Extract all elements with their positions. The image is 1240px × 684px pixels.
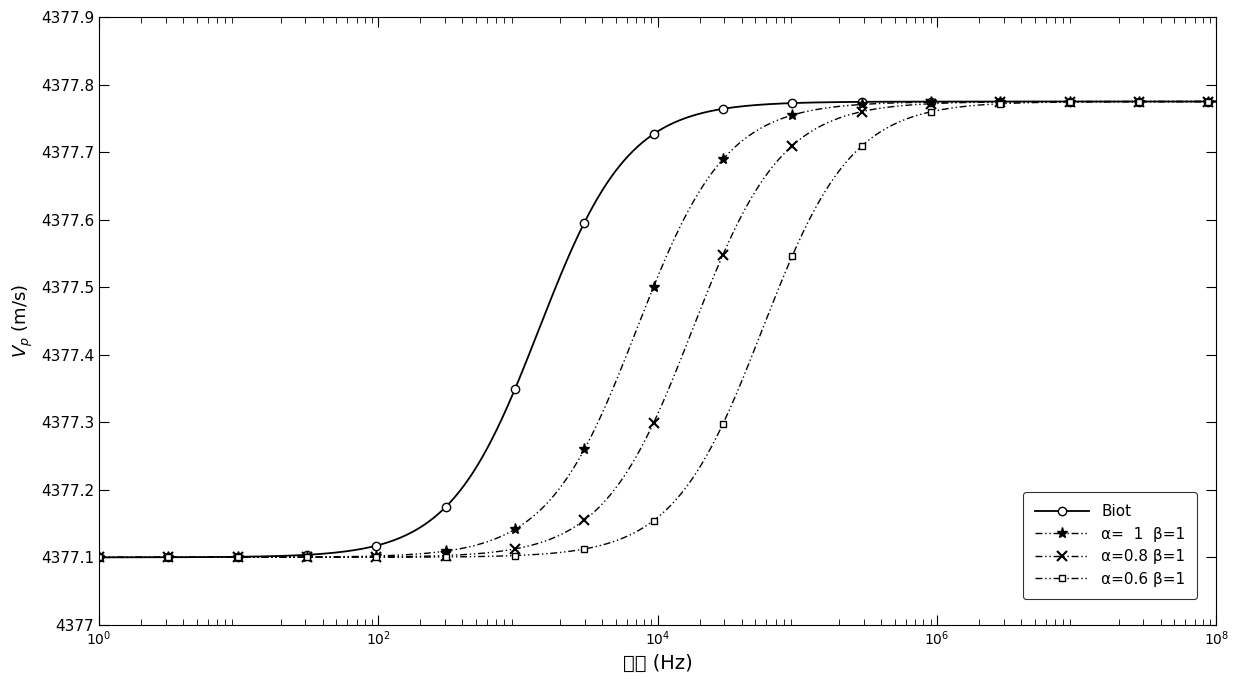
α=0.8 β=1 <box>1209 97 1224 105</box>
Biot <box>92 553 107 562</box>
Line: α=0.6 β=1: α=0.6 β=1 <box>95 98 1220 561</box>
α=0.8 β=1 <box>92 553 107 562</box>
α=  1  β=1 <box>206 553 221 562</box>
Biot <box>1209 97 1224 105</box>
α=  1  β=1 <box>859 100 874 108</box>
Y-axis label: $V_p$ (m/s): $V_p$ (m/s) <box>11 284 35 358</box>
Biot <box>983 97 998 105</box>
Biot <box>859 98 874 106</box>
α=0.6 β=1 <box>1209 97 1224 105</box>
α=0.6 β=1 <box>543 549 558 557</box>
α=0.6 β=1 <box>584 544 599 552</box>
α=0.8 β=1 <box>859 107 874 115</box>
α=0.8 β=1 <box>206 553 221 562</box>
Biot <box>584 206 599 214</box>
Legend: Biot, α=  1  β=1, α=0.8 β=1, α=0.6 β=1: Biot, α= 1 β=1, α=0.8 β=1, α=0.6 β=1 <box>1023 492 1198 599</box>
α=  1  β=1 <box>983 98 998 106</box>
α=0.6 β=1 <box>206 553 221 562</box>
α=0.8 β=1 <box>584 510 599 518</box>
Line: Biot: Biot <box>94 97 1220 562</box>
α=  1  β=1 <box>584 432 599 440</box>
α=0.8 β=1 <box>983 98 998 106</box>
α=  1  β=1 <box>543 495 558 503</box>
α=0.6 β=1 <box>962 102 977 110</box>
α=  1  β=1 <box>1209 97 1224 105</box>
α=0.6 β=1 <box>859 138 874 146</box>
α=0.6 β=1 <box>92 553 107 562</box>
Biot <box>543 295 558 304</box>
α=0.6 β=1 <box>983 100 998 108</box>
Line: α=  1  β=1: α= 1 β=1 <box>93 96 1221 563</box>
α=0.8 β=1 <box>543 535 558 543</box>
α=  1  β=1 <box>962 98 977 106</box>
X-axis label: 频率 (Hz): 频率 (Hz) <box>622 654 692 673</box>
Biot <box>206 553 221 561</box>
α=  1  β=1 <box>92 553 107 562</box>
Line: α=0.8 β=1: α=0.8 β=1 <box>94 96 1221 562</box>
α=0.8 β=1 <box>962 98 977 107</box>
Biot <box>962 97 977 105</box>
